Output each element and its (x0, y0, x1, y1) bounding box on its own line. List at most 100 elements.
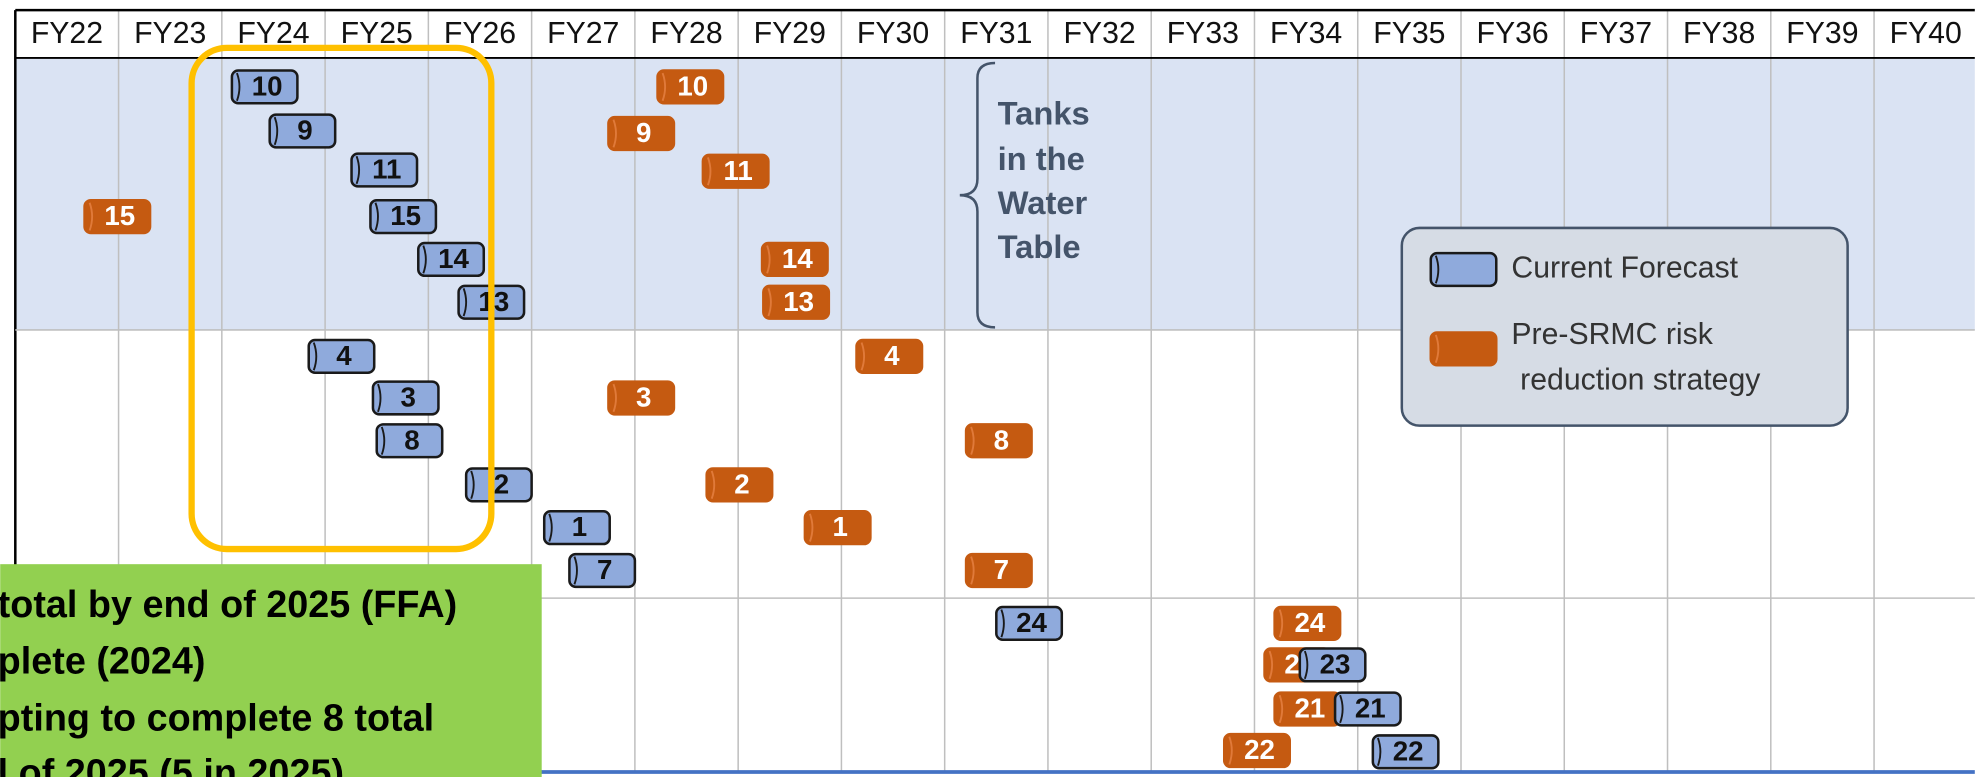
tank (995, 605, 1064, 641)
tank (350, 152, 419, 188)
tank (1222, 732, 1291, 769)
tank (542, 510, 611, 546)
tank-rim (767, 288, 772, 317)
tank-label: 3 (401, 382, 416, 413)
note-line: pting to complete 8 total (0, 697, 434, 739)
year-label: FY39 (1786, 17, 1858, 50)
tank-rim (612, 119, 617, 148)
tank-rim (88, 202, 94, 231)
tank-rim (355, 155, 361, 185)
tank (1298, 647, 1367, 683)
tank-label: 9 (636, 117, 651, 148)
band-label: Water (998, 184, 1088, 221)
year-label: FY36 (1477, 17, 1549, 50)
tank-label: 8 (994, 424, 1009, 455)
year-label: FY37 (1580, 17, 1652, 50)
tank-label: 10 (252, 70, 283, 101)
tank-label: 24 (1016, 607, 1047, 638)
year-label: FY23 (134, 17, 206, 50)
tank-label: 22 (1244, 734, 1275, 765)
tank (1273, 605, 1342, 641)
tank-rim (312, 342, 318, 371)
tank-rim (707, 157, 712, 186)
year-label: FY28 (650, 17, 722, 50)
tank (307, 338, 376, 375)
tank-rim (1376, 737, 1382, 766)
tank-label: 11 (724, 155, 753, 186)
highlight-box (188, 44, 495, 553)
tank (1429, 331, 1498, 367)
tank-label: 2 (734, 468, 749, 499)
tank (1371, 734, 1440, 770)
tank-rim (273, 116, 279, 146)
tank (964, 423, 1033, 459)
tank-label: 21 (1294, 693, 1325, 724)
legend-label: Pre-SRMC risk (1511, 318, 1713, 351)
tank (268, 113, 337, 149)
tank (1333, 691, 1402, 727)
tank-rim (1278, 694, 1284, 724)
note-line: plete (2024) (0, 641, 205, 683)
tank-label: 3 (636, 382, 651, 413)
tank (607, 380, 676, 416)
tank-label: 14 (438, 243, 469, 274)
tank-label: 13 (783, 286, 814, 317)
tank-rim (1228, 736, 1233, 765)
tank-label: 9 (297, 115, 312, 146)
tank-rim (1434, 255, 1440, 284)
tank-label: 24 (1294, 607, 1325, 638)
tank-rim (766, 245, 771, 274)
tank-rim (236, 72, 241, 102)
tank-label: 7 (994, 554, 1009, 585)
legend-label: Current Forecast (1511, 251, 1738, 284)
tank-rim (1278, 609, 1284, 638)
tank-label: 1 (572, 511, 587, 542)
tank (705, 467, 774, 503)
tank (568, 552, 637, 589)
band-label: Table (998, 228, 1081, 265)
tank (1429, 251, 1498, 288)
year-label: FY29 (754, 17, 826, 50)
year-label: FY33 (1167, 17, 1239, 50)
tank (762, 284, 831, 320)
tank-label: 23 (1320, 648, 1351, 679)
tank-label: 11 (372, 154, 401, 185)
note-line: total by end of 2025 (FFA) (0, 584, 457, 626)
tank-rim (860, 342, 866, 371)
year-label: FY32 (1063, 17, 1135, 50)
note-line: l of 2025 (5 in 2025) (0, 753, 344, 777)
tank-label: 4 (336, 340, 352, 371)
year-label: FY40 (1890, 17, 1962, 50)
tank (964, 552, 1033, 589)
tank-label: 10 (677, 70, 708, 101)
year-label: FY27 (547, 17, 619, 50)
tank-rim (380, 426, 386, 455)
year-label: FY22 (31, 17, 103, 50)
tank-rim (1339, 694, 1344, 724)
tank (701, 153, 770, 189)
tank-label: 21 (1355, 693, 1386, 724)
tank-label: 4 (884, 340, 900, 371)
year-label: FY31 (960, 17, 1032, 50)
tank-rim (970, 556, 975, 585)
tank (375, 423, 444, 459)
tank (855, 338, 924, 375)
tank-label: 1 (832, 511, 847, 542)
tank-rim (1268, 650, 1274, 680)
brace (959, 61, 996, 329)
tank (656, 69, 725, 105)
tank-rim (661, 72, 667, 102)
tank (230, 69, 299, 105)
tank-rim (377, 383, 382, 413)
legend-label: reduction strategy (1520, 364, 1761, 397)
tank-label: 22 (1393, 735, 1424, 766)
tank-rim (612, 383, 617, 413)
legend (1400, 226, 1849, 427)
tank-label: 2 (494, 468, 509, 499)
year-label: FY38 (1683, 17, 1755, 50)
tank-label: 14 (782, 243, 813, 274)
tank-rim (1434, 334, 1440, 364)
tank (760, 241, 829, 278)
tank-label: 7 (597, 554, 612, 585)
tank-rim (573, 556, 578, 585)
